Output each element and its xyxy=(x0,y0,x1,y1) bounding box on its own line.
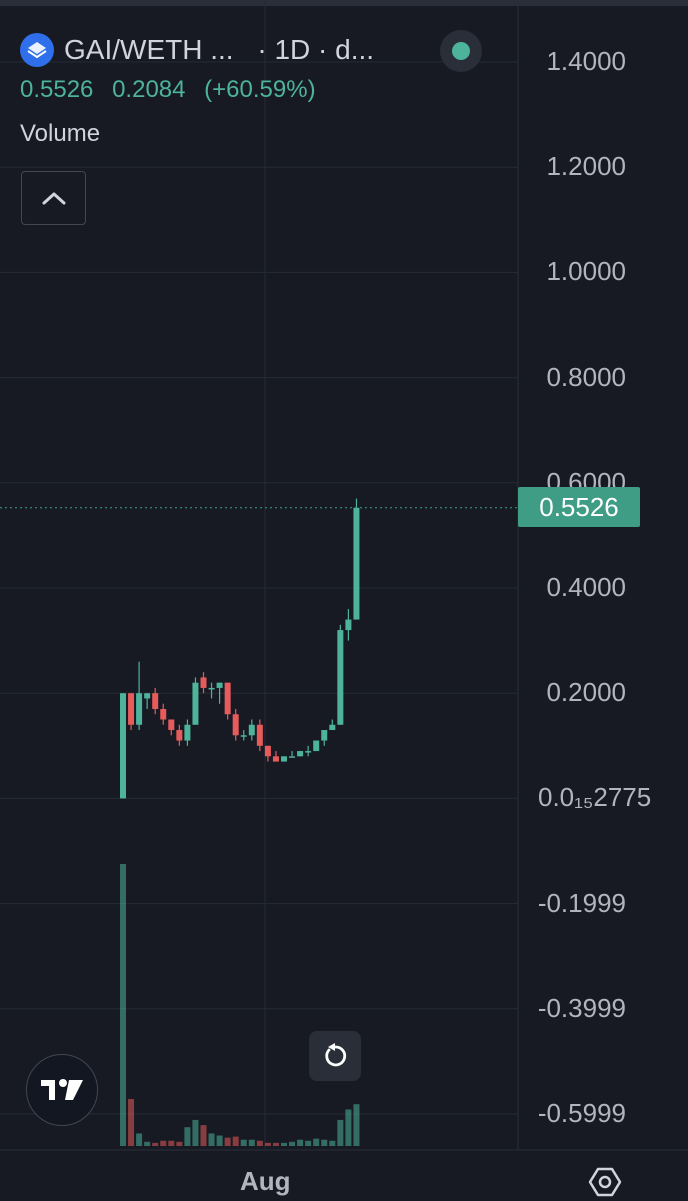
volume-bar xyxy=(321,1139,328,1146)
volume-bar xyxy=(168,1140,175,1146)
volume-bar xyxy=(192,1119,199,1146)
candle-body xyxy=(281,756,287,762)
volume-bar xyxy=(264,1142,271,1146)
volume-bar xyxy=(305,1140,312,1146)
y-tick-label: -0.5999 xyxy=(537,1098,626,1128)
candle-body xyxy=(208,687,215,690)
chevron-up-icon xyxy=(42,192,65,205)
volume-bar xyxy=(208,1133,215,1146)
volume-bar xyxy=(272,1142,279,1146)
candle-body xyxy=(240,735,247,737)
candle-body xyxy=(152,693,159,709)
candle-body xyxy=(160,708,167,720)
candle-body xyxy=(313,740,320,752)
candle-body xyxy=(224,682,231,715)
y-tick-label: 1.0000 xyxy=(546,256,626,287)
y-tick-label: 0.4000 xyxy=(546,572,626,602)
candle-body xyxy=(232,714,239,736)
candle-body xyxy=(248,724,255,736)
y-tick-label: 1.2000 xyxy=(546,151,626,182)
candle-body xyxy=(192,682,199,725)
volume-bar xyxy=(313,1138,320,1146)
volume-bar xyxy=(128,1099,135,1146)
settings-hexagon-icon xyxy=(588,1167,622,1197)
volume-bar xyxy=(256,1140,263,1146)
y-tick-label: 0.2000 xyxy=(546,677,626,708)
volume-bar xyxy=(240,1139,247,1146)
market-status-dot-icon[interactable] xyxy=(440,30,482,72)
symbol-name: GAI/WETH ... xyxy=(64,34,234,65)
candle-body xyxy=(353,507,360,620)
collapse-legend-button[interactable] xyxy=(21,171,86,225)
settings-button[interactable] xyxy=(586,1163,624,1201)
volume-bar xyxy=(176,1141,183,1146)
volume-bars xyxy=(120,864,360,1146)
volume-bar xyxy=(232,1136,239,1146)
y-tick-label: 0.0₁₅2775 xyxy=(538,782,652,813)
candle-body xyxy=(329,724,336,731)
volume-bar xyxy=(297,1139,304,1146)
volume-label: Volume xyxy=(20,120,101,147)
reset-chart-button[interactable] xyxy=(309,1031,361,1081)
volume-bar xyxy=(329,1140,336,1146)
volume-bar xyxy=(200,1125,207,1146)
y-tick-label: -0.1999 xyxy=(537,887,626,918)
candle-body xyxy=(120,693,126,799)
change-value: 0.2084 xyxy=(112,76,186,103)
volume-bar xyxy=(281,1142,287,1146)
symbol-interval: · 1D · d... xyxy=(257,34,375,65)
symbol-row[interactable]: GAI/WETH ... · 1D · d... xyxy=(20,30,482,72)
candle-body xyxy=(264,745,271,757)
candle-body xyxy=(256,724,263,746)
top-bar xyxy=(0,0,688,6)
grid xyxy=(0,0,688,1151)
candle-body xyxy=(136,693,143,725)
y-tick-label: 1.4000 xyxy=(546,46,626,76)
candle-body xyxy=(128,693,135,725)
volume-bar xyxy=(136,1133,143,1146)
candle-body xyxy=(200,677,207,688)
candle-body xyxy=(321,730,328,741)
last-value: 0.5526 xyxy=(20,76,94,103)
volume-bar xyxy=(353,1104,360,1146)
last-price-tag: 0.5526 xyxy=(518,487,640,527)
volume-bar xyxy=(144,1141,151,1146)
symbol-title: GAI/WETH ... · 1D · d... xyxy=(64,34,374,66)
y-tick-label: -0.3999 xyxy=(537,992,626,1023)
candle-body xyxy=(289,756,296,758)
volume-bar xyxy=(152,1142,159,1146)
tradingview-logo-icon[interactable] xyxy=(26,1054,98,1126)
volume-bar xyxy=(345,1109,352,1146)
reset-chart-icon xyxy=(325,1043,347,1067)
candle-body xyxy=(337,630,344,725)
y-tick-label: 0.8000 xyxy=(546,361,626,392)
candle-body xyxy=(168,719,175,731)
chart-legend: GAI/WETH ... · 1D · d... 0.5526 0.2084 (… xyxy=(20,30,482,148)
candle-body xyxy=(184,724,191,741)
price-summary: 0.5526 0.2084 (+60.59%) xyxy=(20,76,374,104)
candle-body xyxy=(345,619,352,631)
volume-bar xyxy=(120,864,126,1146)
candlesticks xyxy=(120,498,360,799)
candle-body xyxy=(216,682,223,688)
candle-body xyxy=(176,730,183,741)
candle-body xyxy=(305,751,312,753)
volume-bar xyxy=(289,1141,296,1146)
volume-bar xyxy=(184,1127,191,1146)
volume-bar xyxy=(248,1139,255,1146)
volume-bar xyxy=(337,1119,344,1146)
candle-body xyxy=(297,751,304,757)
candle-body xyxy=(144,693,151,699)
volume-bar xyxy=(224,1137,231,1146)
candle-body xyxy=(272,756,279,762)
volume-bar xyxy=(216,1135,223,1146)
volume-bar xyxy=(160,1140,167,1146)
change-percent: (+60.59%) xyxy=(204,76,316,103)
time-axis-label: Aug xyxy=(240,1166,291,1196)
gai-token-icon xyxy=(20,33,54,67)
